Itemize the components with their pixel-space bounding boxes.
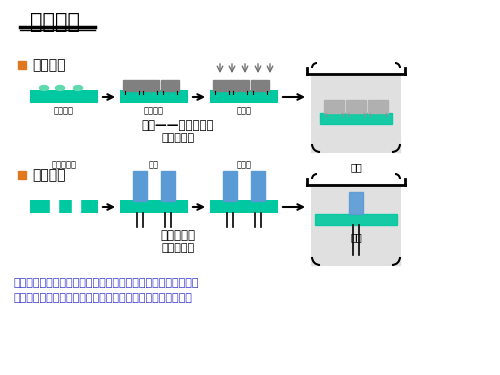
Bar xyxy=(133,171,147,201)
Ellipse shape xyxy=(74,86,82,90)
Bar xyxy=(231,80,249,91)
Bar xyxy=(312,185,400,265)
Text: 工艺流程: 工艺流程 xyxy=(30,12,80,32)
Bar xyxy=(392,256,400,265)
Bar xyxy=(392,143,400,152)
Bar xyxy=(312,256,320,265)
Text: 清洗: 清洗 xyxy=(350,232,362,242)
Bar xyxy=(251,171,265,201)
Bar xyxy=(50,199,58,214)
Bar xyxy=(161,80,179,91)
Bar xyxy=(30,200,98,213)
Bar xyxy=(72,199,80,214)
Bar xyxy=(120,200,188,213)
Bar xyxy=(210,200,278,213)
Text: 波峰焊中的成型工作，是生产过程中效率最低的部分之一，相应: 波峰焊中的成型工作，是生产过程中效率最低的部分之一，相应 xyxy=(13,278,198,288)
Text: 锡膏——回流焊工艺: 锡膏——回流焊工艺 xyxy=(142,119,214,132)
Text: 清洗: 清洗 xyxy=(350,162,362,172)
Text: 单面插装: 单面插装 xyxy=(32,168,66,182)
Text: 贴装元件: 贴装元件 xyxy=(144,106,164,115)
Bar xyxy=(368,100,388,113)
Bar xyxy=(312,74,400,152)
Bar xyxy=(161,171,175,201)
Text: 回流焊: 回流焊 xyxy=(236,106,252,115)
Bar xyxy=(349,192,363,214)
Bar xyxy=(223,171,237,201)
Bar xyxy=(213,80,231,91)
Text: 简单，快捷: 简单，快捷 xyxy=(162,243,194,253)
Text: 单面贴装: 单面贴装 xyxy=(32,58,66,72)
Text: 简单，快捷: 简单，快捷 xyxy=(162,133,194,143)
Text: 插件: 插件 xyxy=(149,160,159,169)
Ellipse shape xyxy=(56,86,64,90)
Text: 带来了静电损坏风险并使交货期延长，还增加了出错的机会。: 带来了静电损坏风险并使交货期延长，还增加了出错的机会。 xyxy=(13,293,192,303)
Bar xyxy=(312,143,320,152)
Bar xyxy=(123,80,141,91)
Bar xyxy=(346,100,366,113)
Bar xyxy=(320,113,392,124)
Ellipse shape xyxy=(40,86,48,90)
Text: 印刷锡膏: 印刷锡膏 xyxy=(54,106,74,115)
Bar xyxy=(315,214,397,225)
Text: 波峰焊: 波峰焊 xyxy=(236,160,252,169)
Bar xyxy=(141,80,159,91)
Text: 波峰焊工艺: 波峰焊工艺 xyxy=(160,229,196,242)
Bar xyxy=(324,100,344,113)
Bar xyxy=(30,90,98,103)
Bar xyxy=(120,90,188,103)
Bar xyxy=(251,80,269,91)
Text: 成型、埋孔: 成型、埋孔 xyxy=(52,160,76,169)
Bar xyxy=(210,90,278,103)
